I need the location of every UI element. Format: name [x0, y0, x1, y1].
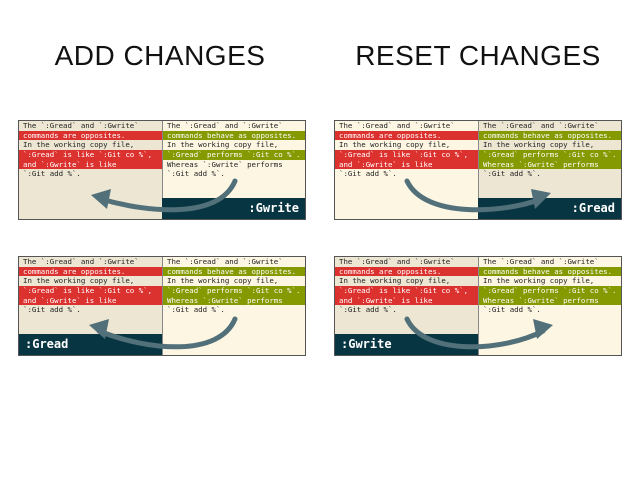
- added-line: commands behave as opposites.: [479, 130, 621, 141]
- text-line: `:Git add %`.: [483, 169, 541, 179]
- deleted-line: and `:Gwrite` is like: [335, 159, 478, 170]
- text-line: Whereas `:Gwrite` performs: [167, 159, 283, 169]
- added-line: Whereas `:Gwrite` performs: [479, 295, 621, 306]
- added-line: `:Gread` performs `:Git co %`.: [479, 150, 621, 160]
- command-line: :Gwrite: [335, 334, 478, 355]
- deleted-line: and `:Gwrite` is like: [19, 295, 162, 306]
- text-line: `:Git add %`.: [167, 305, 225, 315]
- text-line: In the working copy file,: [483, 276, 595, 286]
- diff-panel-reset-bottom: The `:Gread` and `:Gwrite` commands are …: [334, 256, 622, 356]
- deleted-line: commands are opposites.: [335, 130, 478, 141]
- added-line: commands behave as opposites.: [163, 130, 305, 141]
- deleted-line: commands are opposites.: [19, 266, 162, 277]
- text-line: The `:Gread` and `:Gwrite`: [339, 257, 455, 266]
- text-line: The `:Gread` and `:Gwrite`: [339, 121, 455, 130]
- heading-reset-changes: RESET CHANGES: [355, 40, 601, 71]
- deleted-line: commands are opposites.: [335, 266, 478, 277]
- working-copy-pane[interactable]: The `:Gread` and `:Gwrite` commands beha…: [478, 257, 621, 355]
- text-line: In the working copy file,: [23, 276, 135, 286]
- added-line: Whereas `:Gwrite` performs: [479, 159, 621, 170]
- added-line: `:Gread` performs `:Git co %`.: [163, 286, 305, 296]
- index-pane: The `:Gread` and `:Gwrite` commands are …: [19, 121, 162, 219]
- index-pane: The `:Gread` and `:Gwrite` commands are …: [335, 121, 478, 219]
- text-line: The `:Gread` and `:Gwrite`: [167, 257, 283, 266]
- text-line: `:Git add %`.: [339, 305, 397, 315]
- text-line: `:Git add %`.: [23, 305, 81, 315]
- text-line: `:Git add %`.: [167, 169, 225, 179]
- command-line: :Gread: [478, 198, 621, 219]
- diff-panel-add-top: The `:Gread` and `:Gwrite` commands are …: [18, 120, 306, 220]
- deleted-line: and `:Gwrite` is like: [19, 159, 162, 170]
- heading-add-changes: ADD CHANGES: [54, 40, 266, 71]
- added-line: commands behave as opposites.: [479, 266, 621, 277]
- text-line: In the working copy file,: [483, 140, 595, 150]
- text-line: The `:Gread` and `:Gwrite`: [23, 121, 139, 130]
- added-line: commands behave as opposites.: [163, 266, 305, 277]
- deleted-line: `:Gread` is like `:Git co %`,: [335, 150, 478, 160]
- text-line: In the working copy file,: [339, 276, 451, 286]
- text-line: `:Git add %`.: [483, 305, 541, 315]
- added-line: Whereas `:Gwrite` performs: [163, 295, 305, 306]
- deleted-line: `:Gread` is like `:Git co %`,: [19, 150, 162, 160]
- deleted-line: and `:Gwrite` is like: [335, 295, 478, 306]
- text-line: The `:Gread` and `:Gwrite`: [167, 121, 283, 130]
- text-line: In the working copy file,: [339, 140, 451, 150]
- command-line: :Gwrite: [162, 198, 305, 219]
- text-line: The `:Gread` and `:Gwrite`: [23, 257, 139, 266]
- index-pane: The `:Gread` and `:Gwrite` commands are …: [19, 257, 162, 355]
- text-line: In the working copy file,: [23, 140, 135, 150]
- deleted-line: `:Gread` is like `:Git co %`,: [19, 286, 162, 296]
- added-line: `:Gread` performs `:Git co %`.: [163, 150, 305, 160]
- text-line: In the working copy file,: [167, 140, 279, 150]
- command-line: :Gread: [19, 334, 162, 355]
- text-line: `:Git add %`.: [23, 169, 81, 179]
- deleted-line: commands are opposites.: [19, 130, 162, 141]
- diff-panel-reset-top: The `:Gread` and `:Gwrite` commands are …: [334, 120, 622, 220]
- diff-panel-add-bottom: The `:Gread` and `:Gwrite` commands are …: [18, 256, 306, 356]
- text-line: `:Git add %`.: [339, 169, 397, 179]
- working-copy-pane[interactable]: The `:Gread` and `:Gwrite` commands beha…: [478, 121, 621, 219]
- added-line: `:Gread` performs `:Git co %`.: [479, 286, 621, 296]
- text-line: The `:Gread` and `:Gwrite`: [483, 121, 599, 130]
- text-line: The `:Gread` and `:Gwrite`: [483, 257, 599, 266]
- index-pane: The `:Gread` and `:Gwrite` commands are …: [335, 257, 478, 355]
- working-copy-pane[interactable]: The `:Gread` and `:Gwrite` commands beha…: [162, 257, 305, 355]
- deleted-line: `:Gread` is like `:Git co %`,: [335, 286, 478, 296]
- text-line: In the working copy file,: [167, 276, 279, 286]
